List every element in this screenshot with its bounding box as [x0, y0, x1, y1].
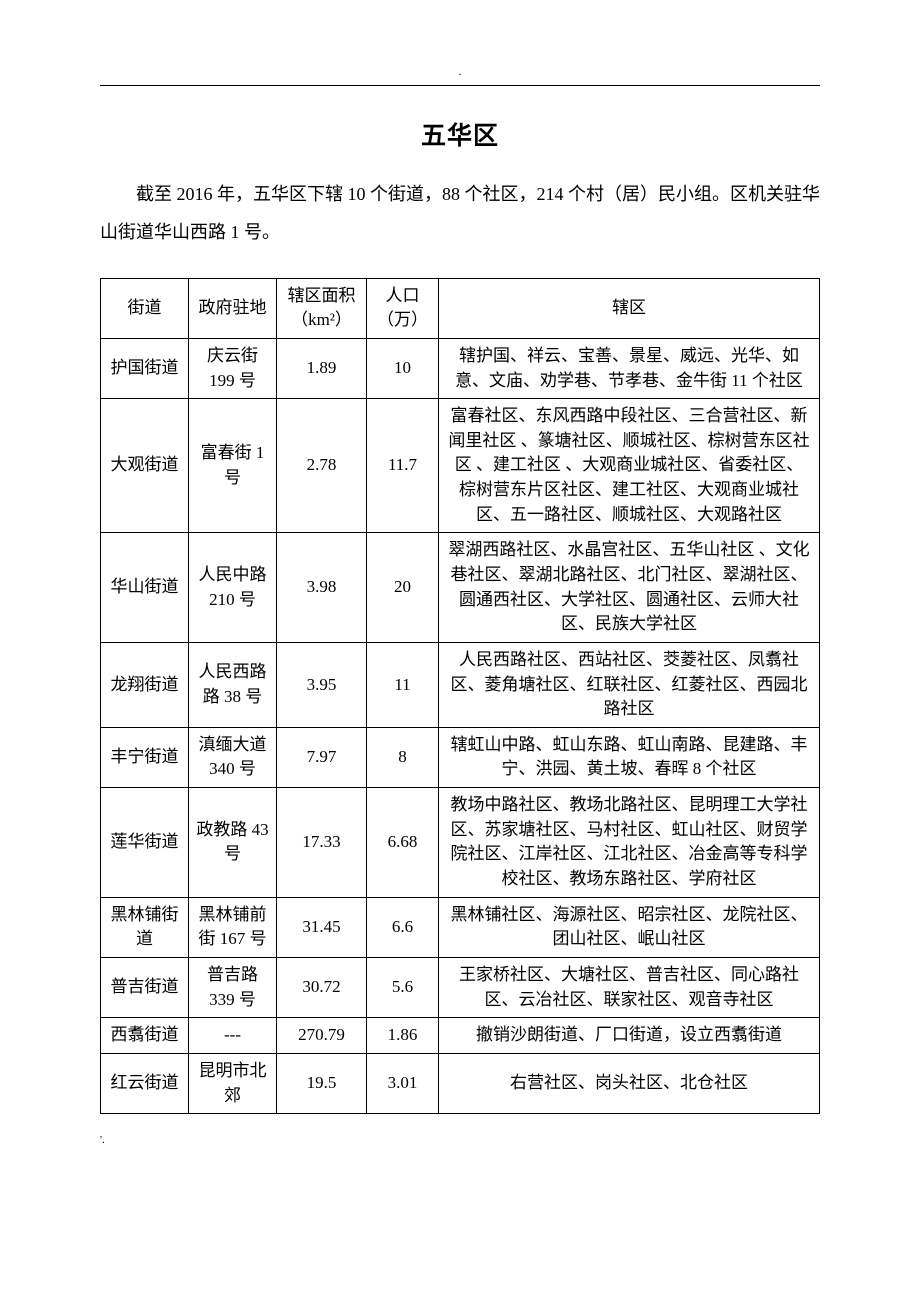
header-dot: .	[459, 64, 462, 79]
cell-desc: 教场中路社区、教场北路社区、昆明理工大学社区、苏家塘社区、马村社区、虹山社区、财…	[439, 788, 820, 898]
cell-desc: 辖虹山中路、虹山东路、虹山南路、昆建路、丰宁、洪园、黄土坡、春晖 8 个社区	[439, 727, 820, 787]
cell-gov: 人民中路210 号	[189, 533, 277, 643]
cell-desc: 翠湖西路社区、水晶宫社区、五华山社区 、文化巷社区、翠湖北路社区、北门社区、翠湖…	[439, 533, 820, 643]
cell-gov: 昆明市北郊	[189, 1053, 277, 1113]
cell-street: 普吉街道	[101, 957, 189, 1017]
cell-pop: 8	[367, 727, 439, 787]
cell-desc: 辖护国、祥云、宝善、景星、威远、光华、如意、文庙、劝学巷、节孝巷、金牛街 11 …	[439, 338, 820, 398]
table-row: 莲华街道政教路 43号17.336.68教场中路社区、教场北路社区、昆明理工大学…	[101, 788, 820, 898]
table-row: 西翥街道---270.791.86撤销沙朗街道、厂口街道，设立西翥街道	[101, 1018, 820, 1054]
table-row: 丰宁街道滇缅大道340 号7.978辖虹山中路、虹山东路、虹山南路、昆建路、丰宁…	[101, 727, 820, 787]
cell-pop: 3.01	[367, 1053, 439, 1113]
cell-area: 3.98	[277, 533, 367, 643]
cell-gov: 富春街 1号	[189, 399, 277, 533]
cell-pop: 11	[367, 642, 439, 727]
cell-pop: 10	[367, 338, 439, 398]
cell-pop: 11.7	[367, 399, 439, 533]
table-row: 黑林铺街道黑林铺前街 167 号31.456.6黑林铺社区、海源社区、昭宗社区、…	[101, 897, 820, 957]
cell-desc: 富春社区、东风西路中段社区、三合营社区、新闻里社区 、篆塘社区、顺城社区、棕树营…	[439, 399, 820, 533]
cell-street: 黑林铺街道	[101, 897, 189, 957]
cell-desc: 右营社区、岗头社区、北仓社区	[439, 1053, 820, 1113]
col-desc: 辖区	[439, 278, 820, 338]
table-row: 龙翔街道人民西路路 38 号3.9511人民西路社区、西站社区、茭菱社区、凤翥社…	[101, 642, 820, 727]
cell-area: 3.95	[277, 642, 367, 727]
cell-desc: 人民西路社区、西站社区、茭菱社区、凤翥社区、菱角塘社区、红联社区、红菱社区、西园…	[439, 642, 820, 727]
cell-gov: 人民西路路 38 号	[189, 642, 277, 727]
cell-area: 7.97	[277, 727, 367, 787]
table-row: 华山街道人民中路210 号3.9820翠湖西路社区、水晶宫社区、五华山社区 、文…	[101, 533, 820, 643]
document-page: . 五华区 截至 2016 年，五华区下辖 10 个街道，88 个社区，214 …	[0, 0, 920, 1174]
cell-area: 1.89	[277, 338, 367, 398]
cell-area: 17.33	[277, 788, 367, 898]
cell-street: 西翥街道	[101, 1018, 189, 1054]
cell-street: 莲华街道	[101, 788, 189, 898]
cell-gov: 政教路 43号	[189, 788, 277, 898]
col-gov: 政府驻地	[189, 278, 277, 338]
cell-area: 2.78	[277, 399, 367, 533]
cell-area: 19.5	[277, 1053, 367, 1113]
cell-gov: 普吉路 339 号	[189, 957, 277, 1017]
col-area: 辖区面积（km²）	[277, 278, 367, 338]
table-row: 护国街道庆云街 199 号1.8910辖护国、祥云、宝善、景星、威远、光华、如意…	[101, 338, 820, 398]
table-body: 护国街道庆云街 199 号1.8910辖护国、祥云、宝善、景星、威远、光华、如意…	[101, 338, 820, 1113]
cell-area: 30.72	[277, 957, 367, 1017]
cell-street: 龙翔街道	[101, 642, 189, 727]
cell-pop: 6.6	[367, 897, 439, 957]
table-header-row: 街道 政府驻地 辖区面积（km²） 人口（万） 辖区	[101, 278, 820, 338]
col-street: 街道	[101, 278, 189, 338]
footer-mark: '.	[100, 1134, 105, 1146]
cell-gov: 庆云街 199 号	[189, 338, 277, 398]
cell-area: 31.45	[277, 897, 367, 957]
cell-desc: 黑林铺社区、海源社区、昭宗社区、龙院社区、团山社区、岷山社区	[439, 897, 820, 957]
table-row: 大观街道富春街 1号2.7811.7富春社区、东风西路中段社区、三合营社区、新闻…	[101, 399, 820, 533]
cell-gov: 黑林铺前街 167 号	[189, 897, 277, 957]
cell-street: 红云街道	[101, 1053, 189, 1113]
cell-pop: 1.86	[367, 1018, 439, 1054]
cell-street: 丰宁街道	[101, 727, 189, 787]
cell-gov: 滇缅大道340 号	[189, 727, 277, 787]
cell-desc: 撤销沙朗街道、厂口街道，设立西翥街道	[439, 1018, 820, 1054]
cell-street: 护国街道	[101, 338, 189, 398]
cell-street: 大观街道	[101, 399, 189, 533]
cell-street: 华山街道	[101, 533, 189, 643]
col-pop: 人口（万）	[367, 278, 439, 338]
cell-pop: 20	[367, 533, 439, 643]
page-title: 五华区	[100, 116, 820, 152]
intro-paragraph: 截至 2016 年，五华区下辖 10 个街道，88 个社区，214 个村（居）民…	[100, 176, 820, 252]
cell-desc: 王家桥社区、大塘社区、普吉社区、同心路社区、云冶社区、联家社区、观音寺社区	[439, 957, 820, 1017]
table-row: 红云街道昆明市北郊19.53.01右营社区、岗头社区、北仓社区	[101, 1053, 820, 1113]
district-table: 街道 政府驻地 辖区面积（km²） 人口（万） 辖区 护国街道庆云街 199 号…	[100, 278, 820, 1115]
cell-area: 270.79	[277, 1018, 367, 1054]
cell-gov: ---	[189, 1018, 277, 1054]
cell-pop: 5.6	[367, 957, 439, 1017]
cell-pop: 6.68	[367, 788, 439, 898]
header-rule	[100, 85, 820, 86]
table-row: 普吉街道普吉路 339 号30.725.6王家桥社区、大塘社区、普吉社区、同心路…	[101, 957, 820, 1017]
